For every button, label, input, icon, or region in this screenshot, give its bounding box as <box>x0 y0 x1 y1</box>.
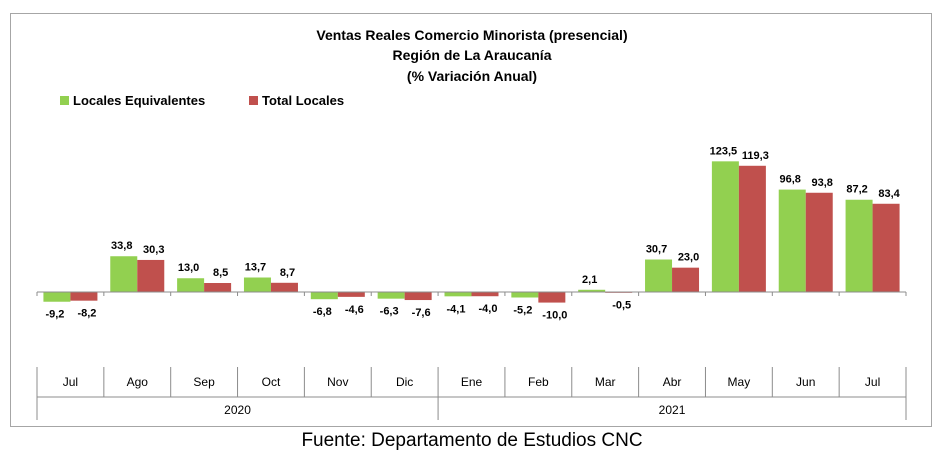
data-label-1-6: -4,0 <box>479 303 498 315</box>
legend-label-1: Total Locales <box>262 93 344 108</box>
data-label-1-11: 93,8 <box>812 177 833 189</box>
bar-0-11 <box>778 189 806 292</box>
data-label-0-1: 33,8 <box>111 240 132 252</box>
x-tick-label-5: Dic <box>396 375 413 389</box>
data-label-1-12: 83,4 <box>878 188 900 200</box>
year-group-label-0: 2020 <box>224 403 251 417</box>
data-label-0-9: 30,7 <box>646 244 667 256</box>
x-tick-label-2: Sep <box>193 375 215 389</box>
x-tick-label-10: May <box>728 375 751 389</box>
data-label-0-8: 2,1 <box>582 274 597 286</box>
data-label-1-10: 119,3 <box>742 150 769 162</box>
data-label-1-9: 23,0 <box>678 252 699 264</box>
data-label-1-3: 8,7 <box>280 267 295 279</box>
x-tick-label-11: Jun <box>796 375 815 389</box>
bar-0-9 <box>645 259 673 292</box>
data-label-1-0: -8,2 <box>77 308 96 320</box>
data-label-0-11: 96,8 <box>780 174 801 186</box>
data-label-0-4: -6,8 <box>313 306 332 318</box>
chart-subtitle: Región de La Araucanía <box>392 47 552 63</box>
bar-0-4 <box>310 292 338 300</box>
data-label-0-3: 13,7 <box>245 262 266 274</box>
data-label-0-7: -5,2 <box>513 305 532 317</box>
data-label-1-8: -0,5 <box>612 300 631 312</box>
data-label-1-2: 8,5 <box>213 267 228 279</box>
bar-0-7 <box>511 292 539 298</box>
legend-label-0: Locales Equivalentes <box>73 93 205 108</box>
legend-swatch-0 <box>60 96 69 105</box>
source-note: Fuente: Departamento de Estudios CNC <box>301 430 643 451</box>
bar-0-0 <box>43 292 71 302</box>
bar-1-3 <box>270 282 298 292</box>
x-tick-label-8: Mar <box>595 375 616 389</box>
legend-swatch-1 <box>249 96 258 105</box>
bar-1-0 <box>70 292 98 301</box>
x-tick-label-9: Abr <box>663 375 682 389</box>
x-tick-label-3: Oct <box>262 375 281 389</box>
data-label-0-12: 87,2 <box>846 184 867 196</box>
x-tick-label-6: Ene <box>461 375 483 389</box>
bar-1-12 <box>872 203 900 292</box>
bar-1-2 <box>204 283 232 292</box>
bar-1-10 <box>738 165 766 292</box>
data-label-0-5: -6,3 <box>380 306 399 318</box>
bar-0-3 <box>243 277 271 292</box>
x-tick-label-4: Nov <box>327 375 348 389</box>
data-label-1-1: 30,3 <box>143 244 164 256</box>
x-tick-label-0: Jul <box>63 375 78 389</box>
chart-frame <box>10 13 932 427</box>
x-tick-label-7: Feb <box>528 375 549 389</box>
bar-0-10 <box>711 161 739 292</box>
year-group-label-1: 2021 <box>659 403 686 417</box>
chart-subtitle-units: (% Variación Anual) <box>406 68 538 84</box>
x-tick-label-12: Jul <box>865 375 880 389</box>
bar-1-1 <box>137 259 165 292</box>
bar-0-1 <box>110 256 138 292</box>
bar-1-5 <box>404 292 432 301</box>
data-label-0-0: -9,2 <box>45 309 64 321</box>
bar-0-5 <box>377 292 405 299</box>
bar-0-12 <box>845 199 873 292</box>
bar-1-11 <box>805 192 833 292</box>
chart-title: Ventas Reales Comercio Minorista (presen… <box>316 27 628 43</box>
bar-1-7 <box>538 292 566 303</box>
data-label-1-4: -4,6 <box>345 304 364 316</box>
bar-1-9 <box>672 267 700 292</box>
data-label-1-5: -7,6 <box>412 307 431 319</box>
bar-1-4 <box>337 292 365 297</box>
bar-0-6 <box>444 292 472 297</box>
data-label-0-2: 13,0 <box>178 262 199 274</box>
bar-1-6 <box>471 292 499 297</box>
data-label-0-6: -4,1 <box>447 303 466 315</box>
x-tick-label-1: Ago <box>127 375 149 389</box>
bar-0-2 <box>177 278 205 292</box>
data-label-1-7: -10,0 <box>542 310 567 322</box>
data-label-0-10: 123,5 <box>710 145 738 157</box>
bar-0-8 <box>578 289 606 292</box>
